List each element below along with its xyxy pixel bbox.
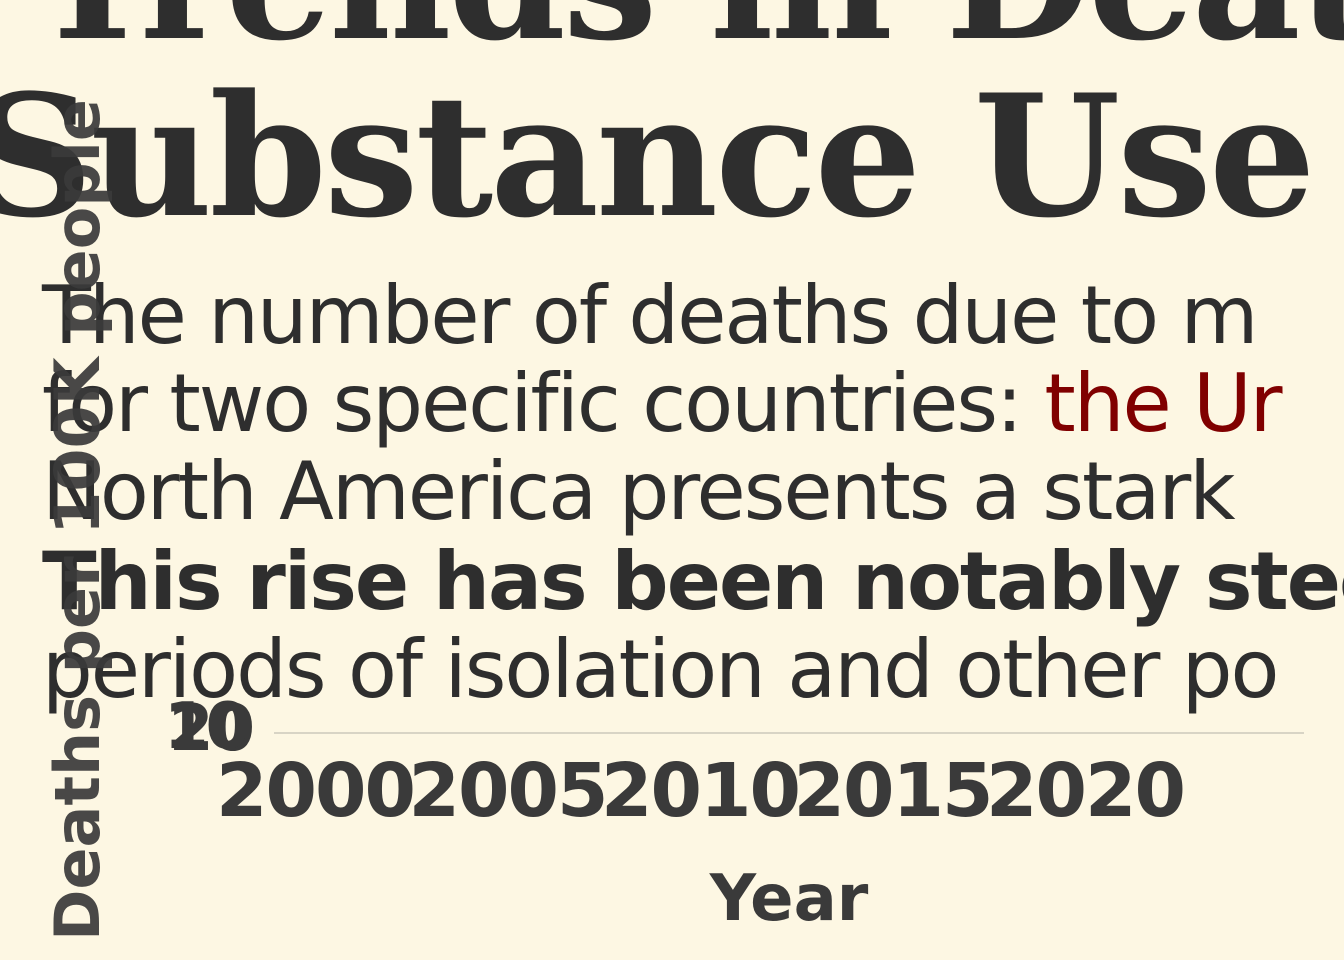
y-axis-label: Deaths per 100K people [41,99,114,941]
subtitle-line-5: periods of isolation and other po [42,623,1279,716]
x-tick-label: 2015 [794,748,992,834]
x-tick-label: 2005 [409,748,607,834]
x-tick-label: 2020 [986,748,1184,834]
subtitle-line-4-emphasis: This rise has been notably stee [42,535,1344,628]
x-axis-label: Year [709,862,869,936]
y-tick-group: 2010 [164,690,256,766]
chart-title-line-2: Substance Use Dis [0,57,1344,255]
y-tick-label: 10 [164,690,248,764]
subtitle-line-1: The number of deaths due to m [42,269,1258,362]
subtitle-line-3: North America presents a stark [42,445,1236,538]
x-tick-label: 2000 [216,748,414,834]
y-tick-label: 20 [169,692,253,766]
x-tick-label: 2010 [601,748,799,834]
subtitle-highlight-country: the Ur [1044,357,1282,450]
subtitle-line-2-text: for two specific countries: [42,357,1045,450]
chart-title-line-1: Trends in Deaths [30,0,1344,63]
subtitle-line-2: for two specific countries: the Ur [42,364,1283,444]
